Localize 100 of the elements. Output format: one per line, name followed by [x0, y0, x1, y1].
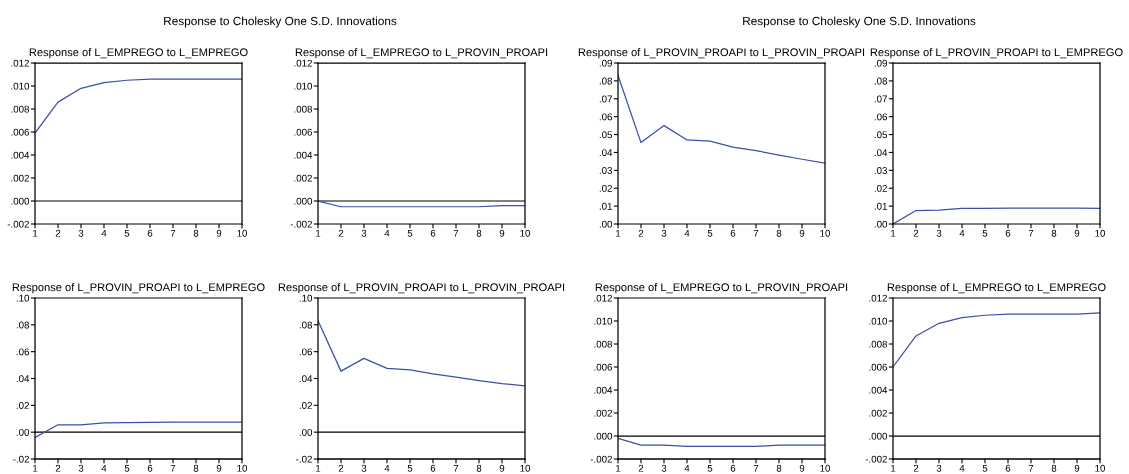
y-tick-label: .07: [874, 95, 887, 103]
y-tick-label: .08: [874, 77, 888, 85]
y-tick-label: .002: [869, 409, 887, 417]
y-tick-label: .04: [16, 375, 30, 383]
x-tick-label: 1: [891, 229, 896, 237]
x-tick-label: 10: [520, 229, 531, 237]
x-tick-label: 2: [338, 464, 344, 472]
x-tick-label: 5: [124, 229, 130, 237]
x-tick-label: 6: [147, 229, 153, 237]
x-tick-label: 2: [638, 229, 644, 237]
y-tick-label: .002: [294, 174, 312, 182]
y-tick-label: .000: [594, 432, 613, 440]
x-tick-label: 10: [237, 229, 248, 237]
y-tick-label: .002: [594, 409, 612, 417]
y-tick-label: .04: [299, 375, 313, 383]
text: Response to Cholesky One S.D. Innovations: [164, 16, 397, 28]
y-tick-label: .02: [599, 184, 612, 192]
y-tick-label: .006: [869, 363, 888, 371]
x-tick-label: 4: [684, 464, 690, 472]
x-tick-label: 7: [1028, 464, 1034, 472]
y-tick-label: -.002: [590, 455, 612, 463]
y-tick-label: .00: [16, 428, 30, 436]
y-tick-label: .012: [294, 59, 312, 67]
x-tick-label: 2: [913, 229, 919, 237]
x-tick-label: 9: [799, 229, 805, 237]
chart-title: Response of L_PROVIN_PROAPI to L_EMPREGO: [870, 48, 1123, 59]
x-tick-label: 8: [1051, 464, 1057, 472]
x-tick-label: 6: [730, 229, 736, 237]
chart-title: Response of L_EMPREGO to L_EMPREGO: [887, 283, 1106, 294]
y-tick-label: -.02: [296, 455, 312, 463]
text: Response to Cholesky One S.D. Innovations: [743, 16, 976, 28]
y-tick-label: .006: [294, 128, 313, 136]
y-tick-label: .012: [11, 59, 29, 67]
y-tick-label: .010: [594, 317, 613, 325]
y-tick-label: .05: [599, 131, 613, 139]
chart-title: Response of L_PROVIN_PROAPI to L_PROVIN_PROAPI: [278, 283, 565, 294]
chart-title: Response of L_EMPREGO to L_PROVIN_PROAPI: [595, 283, 848, 294]
y-tick-label: .02: [299, 402, 312, 409]
x-tick-label: 8: [476, 229, 482, 237]
y-tick-label: .012: [594, 294, 612, 302]
x-tick-label: 6: [430, 464, 436, 472]
chart-title: Response of L_PROVIN_PROAPI to L_PROVIN_PROAPI: [578, 48, 865, 59]
x-tick-label: 8: [776, 464, 782, 472]
chart-title: Response of L_EMPREGO to L_EMPREGO: [29, 48, 248, 59]
y-tick-label: .010: [11, 82, 30, 90]
y-tick-label: .02: [874, 184, 887, 192]
x-tick-label: 4: [101, 464, 107, 472]
y-tick-label: .006: [594, 363, 613, 371]
x-tick-label: 4: [384, 229, 390, 237]
y-tick-label: .010: [869, 317, 888, 325]
x-tick-label: 1: [33, 229, 38, 237]
x-tick-label: 3: [78, 464, 84, 472]
x-tick-label: 7: [753, 464, 759, 472]
x-tick-label: 3: [361, 464, 367, 472]
y-tick-label: .04: [599, 149, 613, 157]
y-tick-label: .002: [11, 174, 29, 182]
x-tick-label: 2: [913, 464, 919, 472]
x-tick-label: 8: [193, 464, 199, 472]
y-tick-label: .03: [599, 167, 613, 174]
chart-title: Response of L_PROVIN_PROAPI to L_EMPREGO: [12, 283, 265, 294]
x-tick-label: 4: [959, 229, 965, 237]
y-tick-label: .004: [594, 386, 613, 394]
x-tick-label: 3: [936, 229, 942, 237]
chart-title: Response of L_EMPREGO to L_PROVIN_PROAPI: [295, 48, 548, 59]
x-tick-label: 4: [959, 464, 965, 472]
y-tick-label: .008: [594, 340, 613, 348]
y-tick-label: .04: [874, 149, 888, 157]
y-tick-label: .00: [299, 428, 313, 436]
x-tick-label: 9: [216, 229, 222, 237]
x-tick-label: 3: [661, 464, 667, 472]
x-tick-label: 6: [1005, 229, 1011, 237]
x-tick-label: 5: [707, 464, 713, 472]
x-tick-label: 10: [820, 229, 831, 237]
y-tick-label: .000: [11, 197, 30, 205]
x-tick-label: 6: [147, 464, 153, 472]
x-tick-label: 8: [476, 464, 482, 472]
y-tick-label: .06: [299, 348, 313, 356]
y-tick-label: .00: [599, 220, 613, 228]
x-tick-label: 3: [361, 229, 367, 237]
x-tick-label: 2: [55, 229, 61, 237]
x-tick-label: 6: [1005, 464, 1011, 472]
x-tick-label: 3: [936, 464, 942, 472]
x-tick-label: 1: [616, 229, 621, 237]
x-tick-label: 8: [1051, 229, 1057, 237]
x-tick-label: 4: [101, 229, 107, 237]
x-tick-label: 10: [820, 464, 831, 472]
y-tick-label: .03: [874, 167, 888, 174]
y-tick-label: .10: [16, 294, 30, 302]
y-tick-label: .004: [11, 151, 30, 159]
y-tick-label: .05: [874, 131, 888, 139]
y-tick-label: .008: [11, 105, 30, 113]
x-tick-label: 7: [753, 229, 759, 237]
y-tick-label: .08: [599, 77, 613, 85]
y-tick-label: .000: [869, 432, 888, 440]
y-tick-label: .004: [869, 386, 888, 394]
x-tick-label: 8: [776, 229, 782, 237]
x-tick-label: 9: [1074, 464, 1080, 472]
y-tick-label: .012: [869, 294, 887, 302]
x-tick-label: 7: [1028, 229, 1034, 237]
x-tick-label: 4: [684, 229, 690, 237]
